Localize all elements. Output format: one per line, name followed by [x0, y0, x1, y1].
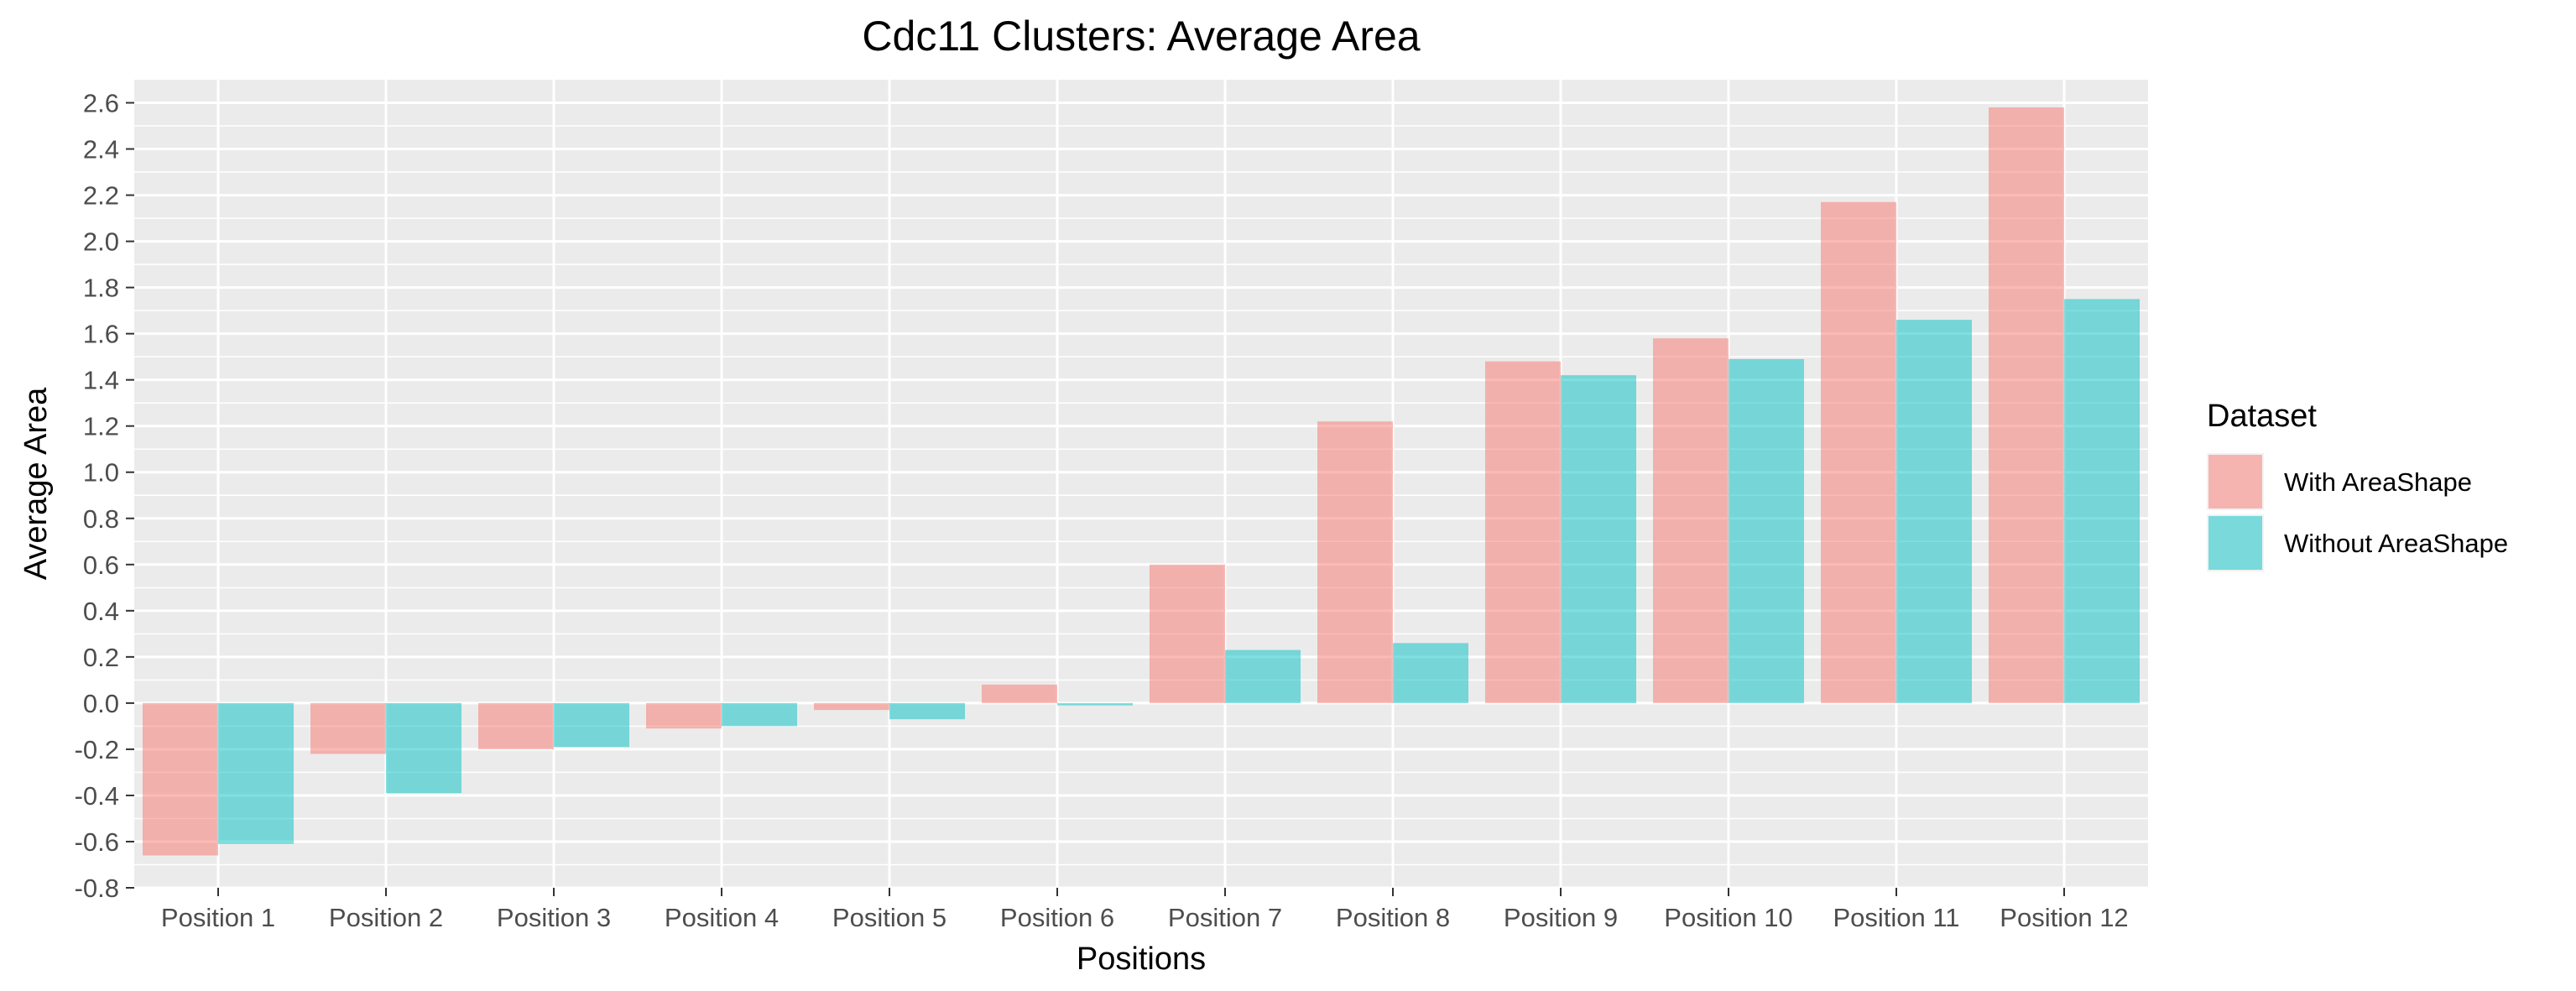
y-tick-label: -0.8 — [75, 874, 119, 903]
bar-without-areashape-1 — [218, 702, 294, 844]
x-tick-label: Position 2 — [329, 903, 443, 932]
bars — [143, 107, 2140, 856]
x-tick-label: Position 5 — [832, 903, 946, 932]
plot-panel — [134, 80, 2148, 888]
y-tick-label: -0.2 — [75, 735, 119, 764]
x-tick-label: Position 10 — [1664, 903, 1792, 932]
y-tick-label: 2.6 — [83, 89, 119, 118]
bar-without-areashape-3 — [554, 702, 629, 748]
bar-with-areashape-12 — [1989, 107, 2064, 703]
y-tick-label: 0.0 — [83, 689, 119, 718]
bar-with-areashape-2 — [310, 702, 386, 754]
x-axis-ticks: Position 1 Position 2 Position 3 Position 4… — [161, 888, 2129, 932]
legend-title: Dataset — [2207, 399, 2317, 434]
y-tick-label: 0.8 — [83, 504, 119, 534]
bar-without-areashape-8 — [1393, 643, 1468, 703]
bar-with-areashape-11 — [1821, 201, 1896, 703]
y-tick-label: 1.0 — [83, 458, 119, 488]
bar-with-areashape-5 — [814, 702, 889, 711]
y-tick-label: -0.4 — [75, 781, 119, 811]
legend-items: With AreaShape Without AreaShape — [2207, 453, 2508, 571]
bar-with-areashape-10 — [1653, 338, 1729, 703]
bar-without-areashape-2 — [386, 702, 461, 794]
x-tick-label: Position 1 — [161, 903, 275, 932]
y-axis-ticks: -0.8 -0.6 -0.4 -0.2 0.0 0.2 0.4 0.6 0.8 1.0 1.2 1.4… — [75, 89, 134, 903]
bar-without-areashape-12 — [2064, 299, 2140, 703]
legend-key-without-areashape — [2208, 516, 2262, 570]
x-tick-label: Position 6 — [1000, 903, 1114, 932]
bar-with-areashape-8 — [1317, 421, 1393, 703]
y-axis-title: Average Area — [18, 387, 54, 580]
legend-label: With AreaShape — [2284, 467, 2472, 497]
bar-without-areashape-4 — [722, 702, 797, 727]
y-tick-label: 0.4 — [83, 597, 119, 626]
x-tick-label: Position 7 — [1168, 903, 1282, 932]
bar-without-areashape-6 — [1057, 702, 1133, 706]
bar-without-areashape-10 — [1729, 358, 1804, 703]
y-tick-label: 2.2 — [83, 181, 119, 211]
y-tick-label: 2.4 — [83, 135, 119, 164]
bar-without-areashape-9 — [1561, 375, 1636, 703]
y-tick-label: 0.6 — [83, 550, 119, 580]
legend-key-with-areashape — [2208, 455, 2262, 509]
x-tick-label: Position 4 — [665, 903, 779, 932]
bar-with-areashape-6 — [982, 684, 1057, 703]
bar-with-areashape-9 — [1485, 361, 1561, 703]
bar-with-areashape-7 — [1150, 564, 1225, 703]
bar-with-areashape-1 — [143, 702, 218, 856]
x-tick-label: Position 3 — [497, 903, 611, 932]
chart-title: Cdc11 Clusters: Average Area — [862, 13, 1420, 60]
bar-without-areashape-11 — [1896, 320, 1972, 703]
bar-without-areashape-5 — [889, 702, 965, 720]
y-tick-label: 0.2 — [83, 643, 119, 672]
x-tick-label: Position 9 — [1504, 903, 1618, 932]
y-tick-label: 1.8 — [83, 274, 119, 303]
y-tick-label: 1.4 — [83, 366, 119, 395]
y-tick-label: 1.2 — [83, 412, 119, 441]
bar-with-areashape-3 — [478, 702, 554, 749]
bar-with-areashape-4 — [646, 702, 722, 729]
x-tick-label: Position 12 — [2000, 903, 2128, 932]
y-tick-label: 2.0 — [83, 227, 119, 257]
bar-without-areashape-7 — [1225, 649, 1301, 703]
y-tick-label: 1.6 — [83, 320, 119, 349]
x-tick-label: Position 11 — [1833, 903, 1959, 932]
y-tick-label: -0.6 — [75, 827, 119, 857]
legend: Dataset With AreaShape Without AreaShape — [2207, 399, 2508, 571]
x-tick-label: Position 8 — [1336, 903, 1450, 932]
legend-label: Without AreaShape — [2284, 529, 2508, 558]
x-axis-title: Positions — [1077, 941, 1206, 977]
